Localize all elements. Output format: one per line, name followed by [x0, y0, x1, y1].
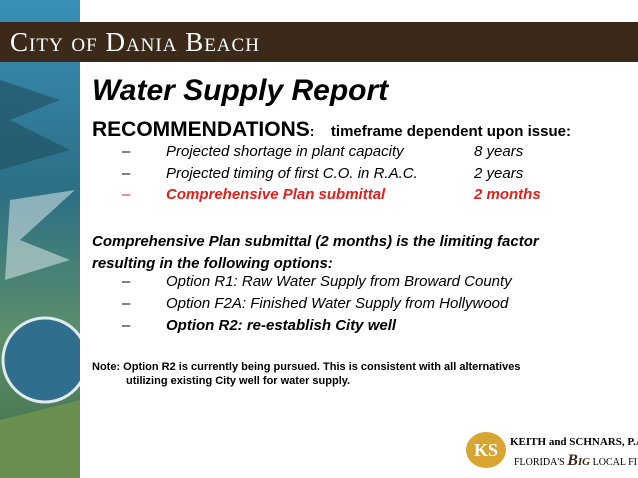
option: Option F2A: Finished Water Supply from H… — [166, 295, 509, 312]
paragraph-line: Comprehensive Plan submittal (2 months) … — [92, 233, 539, 250]
logo-tagline-2: LOCAL FIRM — [592, 457, 638, 468]
bullet: – — [122, 273, 131, 290]
item-text: Projected timing of first C.O. in R.A.C. — [166, 164, 418, 182]
note-line: utilizing existing City well for water s… — [126, 375, 351, 387]
heading: RECOMMENDATIONS: timeframe dependent upo… — [92, 118, 571, 142]
heading-colon: : — [309, 123, 315, 139]
logo-tagline-1: FLORIDA'S — [514, 457, 565, 468]
banner-title: City of Dania Beach — [10, 27, 260, 57]
paragraph-line: resulting in the following options: — [92, 255, 333, 272]
logo-tagline-big: Big — [567, 452, 591, 469]
logo-tagline: FLORIDA'S Big LOCAL FIRM — [514, 452, 638, 470]
item-text: Comprehensive Plan submittal — [166, 186, 386, 203]
note-line: Note: Option R2 is currently being pursu… — [92, 361, 521, 373]
paragraph: Comprehensive Plan submittal (2 months) … — [92, 231, 539, 275]
photo-strip — [0, 0, 80, 478]
option: Option R1: Raw Water Supply from Broward… — [166, 273, 512, 290]
logo-name: KEITH and SCHNARS, P.A. — [510, 436, 638, 448]
logo-mark: KS — [466, 432, 506, 468]
item-time: 8 years — [474, 143, 524, 160]
note: Note: Option R2 is currently being pursu… — [92, 360, 520, 388]
heading-text: RECOMMENDATIONS — [92, 118, 310, 141]
item-time: 2 years — [474, 164, 524, 182]
item-time: 2 months — [474, 186, 541, 203]
option: Option R2: re-establish City well — [166, 317, 397, 334]
bullet: – — [122, 295, 131, 312]
bullet: – — [122, 317, 131, 334]
bullet: – — [122, 164, 131, 182]
bullet: – — [122, 143, 131, 160]
heading-note: timeframe dependent upon issue: — [330, 123, 571, 140]
bullet: – — [122, 186, 131, 203]
slide-title: Water Supply Report — [92, 74, 389, 107]
item-text: Projected shortage in plant capacity — [166, 143, 404, 160]
banner — [0, 22, 638, 62]
